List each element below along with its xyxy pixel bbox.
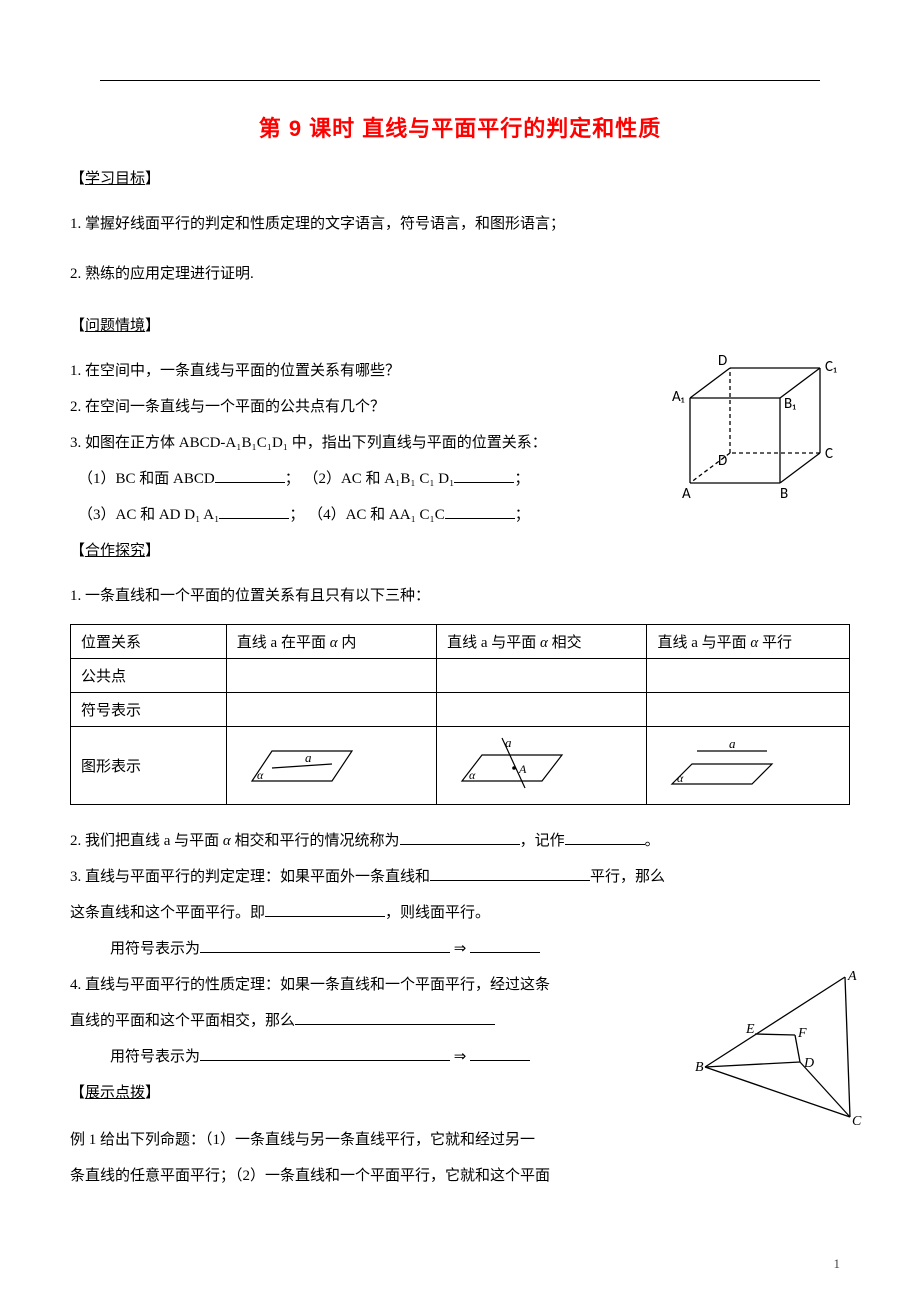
e3b: 平行，那么 (590, 869, 665, 885)
cell (226, 659, 436, 693)
page-number: 1 (834, 1256, 841, 1272)
example-1b: 条直线的任意平面平行；（2）一条直线和一个平面平行，它就和这个平面 (70, 1158, 850, 1194)
table-row: 符号表示 (71, 693, 850, 727)
svg-text:a: a (729, 736, 736, 751)
e3e: 用符号表示为 (110, 941, 200, 957)
blank (295, 1010, 495, 1025)
blank (200, 1046, 450, 1061)
cell-fig-in: a α (226, 727, 436, 805)
explore-3a: 3. 直线与平面平行的判定定理：如果平面外一条直线和 平行，那么 (70, 859, 850, 895)
section-label-show: 展示点拨 (85, 1085, 145, 1101)
section-head-explore: 【合作探究】 (70, 535, 850, 568)
svg-text:C: C (852, 1114, 862, 1129)
explore-2: 2. 我们把直线 a 与平面 α 相交和平行的情况统称为，记作。 (70, 823, 850, 859)
svg-text:a: a (505, 735, 512, 750)
cell (647, 659, 850, 693)
row3-label: 图形表示 (71, 727, 227, 805)
cell (437, 693, 647, 727)
position-table: 位置关系 直线 a 在平面 α 内 直线 a 与平面 α 相交 直线 a 与平面… (70, 624, 850, 805)
section-label-goals: 学习目标 (85, 171, 145, 187)
cube-label-D1: D (718, 352, 727, 370)
e2d: 。 (645, 833, 660, 849)
cube-label-C: C (825, 445, 833, 463)
svg-text:α: α (257, 768, 264, 782)
cube-figure: A B C D A₁ B₁ C₁ D (650, 343, 850, 508)
triangle-figure: A B C D E F (690, 967, 870, 1142)
table-row: 图形表示 a α a A α (71, 727, 850, 805)
cube-label-D: D (718, 452, 727, 470)
blank (430, 866, 590, 881)
section-label-problems: 问题情境 (85, 318, 145, 334)
e3d: ，则线面平行。 (385, 905, 490, 921)
e3a: 3. 直线与平面平行的判定定理：如果平面外一条直线和 (70, 869, 430, 885)
e2a: 2. 我们把直线 a 与平面 (70, 833, 223, 849)
blank (219, 504, 289, 519)
e4c: 用符号表示为 (110, 1049, 200, 1065)
p3-semi: ； (514, 471, 529, 487)
th-1: 直线 a 在平面 α 内 (226, 625, 436, 659)
top-rule (100, 80, 820, 81)
svg-text:E: E (745, 1022, 755, 1037)
explore-3c: 用符号表示为 ⇒ (70, 931, 850, 967)
section-label-explore: 合作探究 (85, 543, 145, 559)
p3-3-label: （3）AC 和 AD D₁ A₁ (78, 507, 219, 523)
blank (445, 504, 515, 519)
section-head-goals: 【学习目标】 (70, 163, 850, 196)
svg-text:F: F (797, 1026, 807, 1041)
cell (437, 659, 647, 693)
blank (470, 938, 540, 953)
e2c: ，记作 (520, 833, 565, 849)
row1-label: 公共点 (71, 659, 227, 693)
cube-label-A1: A₁ (672, 388, 685, 406)
table-row-head: 位置关系 直线 a 在平面 α 内 直线 a 与平面 α 相交 直线 a 与平面… (71, 625, 850, 659)
blank (265, 902, 385, 917)
blank (470, 1046, 530, 1061)
p3-2-label: ； （2）AC 和 A₁B₁ C₁ D₁ (285, 471, 455, 487)
blank (454, 468, 514, 483)
svg-text:a: a (305, 750, 312, 765)
page-title: 第 9 课时 直线与平面平行的判定和性质 (70, 111, 850, 143)
svg-text:B: B (695, 1060, 704, 1075)
svg-text:A: A (518, 762, 527, 776)
table-row: 公共点 (71, 659, 850, 693)
cell-fig-parallel: a α (647, 727, 850, 805)
cell (647, 693, 850, 727)
blank (400, 830, 520, 845)
th-0: 位置关系 (71, 625, 227, 659)
explore-3b: 这条直线和这个平面平行。即 ，则线面平行。 (70, 895, 850, 931)
p3-4-label: ； （4）AC 和 AA₁ C₁C (289, 507, 444, 523)
explore-1: 1. 一条直线和一个平面的位置关系有且只有以下三种： (70, 578, 850, 614)
goal-2: 2. 熟练的应用定理进行证明. (70, 256, 850, 292)
blank (215, 468, 285, 483)
svg-text:α: α (677, 771, 684, 785)
th-2: 直线 a 与平面 α 相交 (437, 625, 647, 659)
svg-text:α: α (469, 768, 476, 782)
cube-label-A: A (682, 485, 691, 503)
cube-label-C1: C₁ (825, 358, 837, 376)
svg-text:D: D (803, 1056, 814, 1071)
blank (565, 830, 645, 845)
cell-fig-intersect: a A α (437, 727, 647, 805)
row2-label: 符号表示 (71, 693, 227, 727)
p3-semi2: ； (515, 507, 530, 523)
e2b: 相交和平行的情况统称为 (231, 833, 400, 849)
blank (200, 938, 450, 953)
cell (226, 693, 436, 727)
th-3: 直线 a 与平面 α 平行 (647, 625, 850, 659)
cube-label-B: B (780, 485, 788, 503)
svg-text:A: A (847, 969, 857, 984)
goal-1: 1. 掌握好线面平行的判定和性质定理的文字语言，符号语言，和图形语言； (70, 206, 850, 242)
e4b: 直线的平面和这个平面相交，那么 (70, 1013, 295, 1029)
cube-label-B1: B₁ (784, 395, 796, 413)
section-head-problems: 【问题情境】 (70, 310, 850, 343)
p3-1-label: （1）BC 和面 ABCD (78, 471, 215, 487)
e3c: 这条直线和这个平面平行。即 (70, 905, 265, 921)
